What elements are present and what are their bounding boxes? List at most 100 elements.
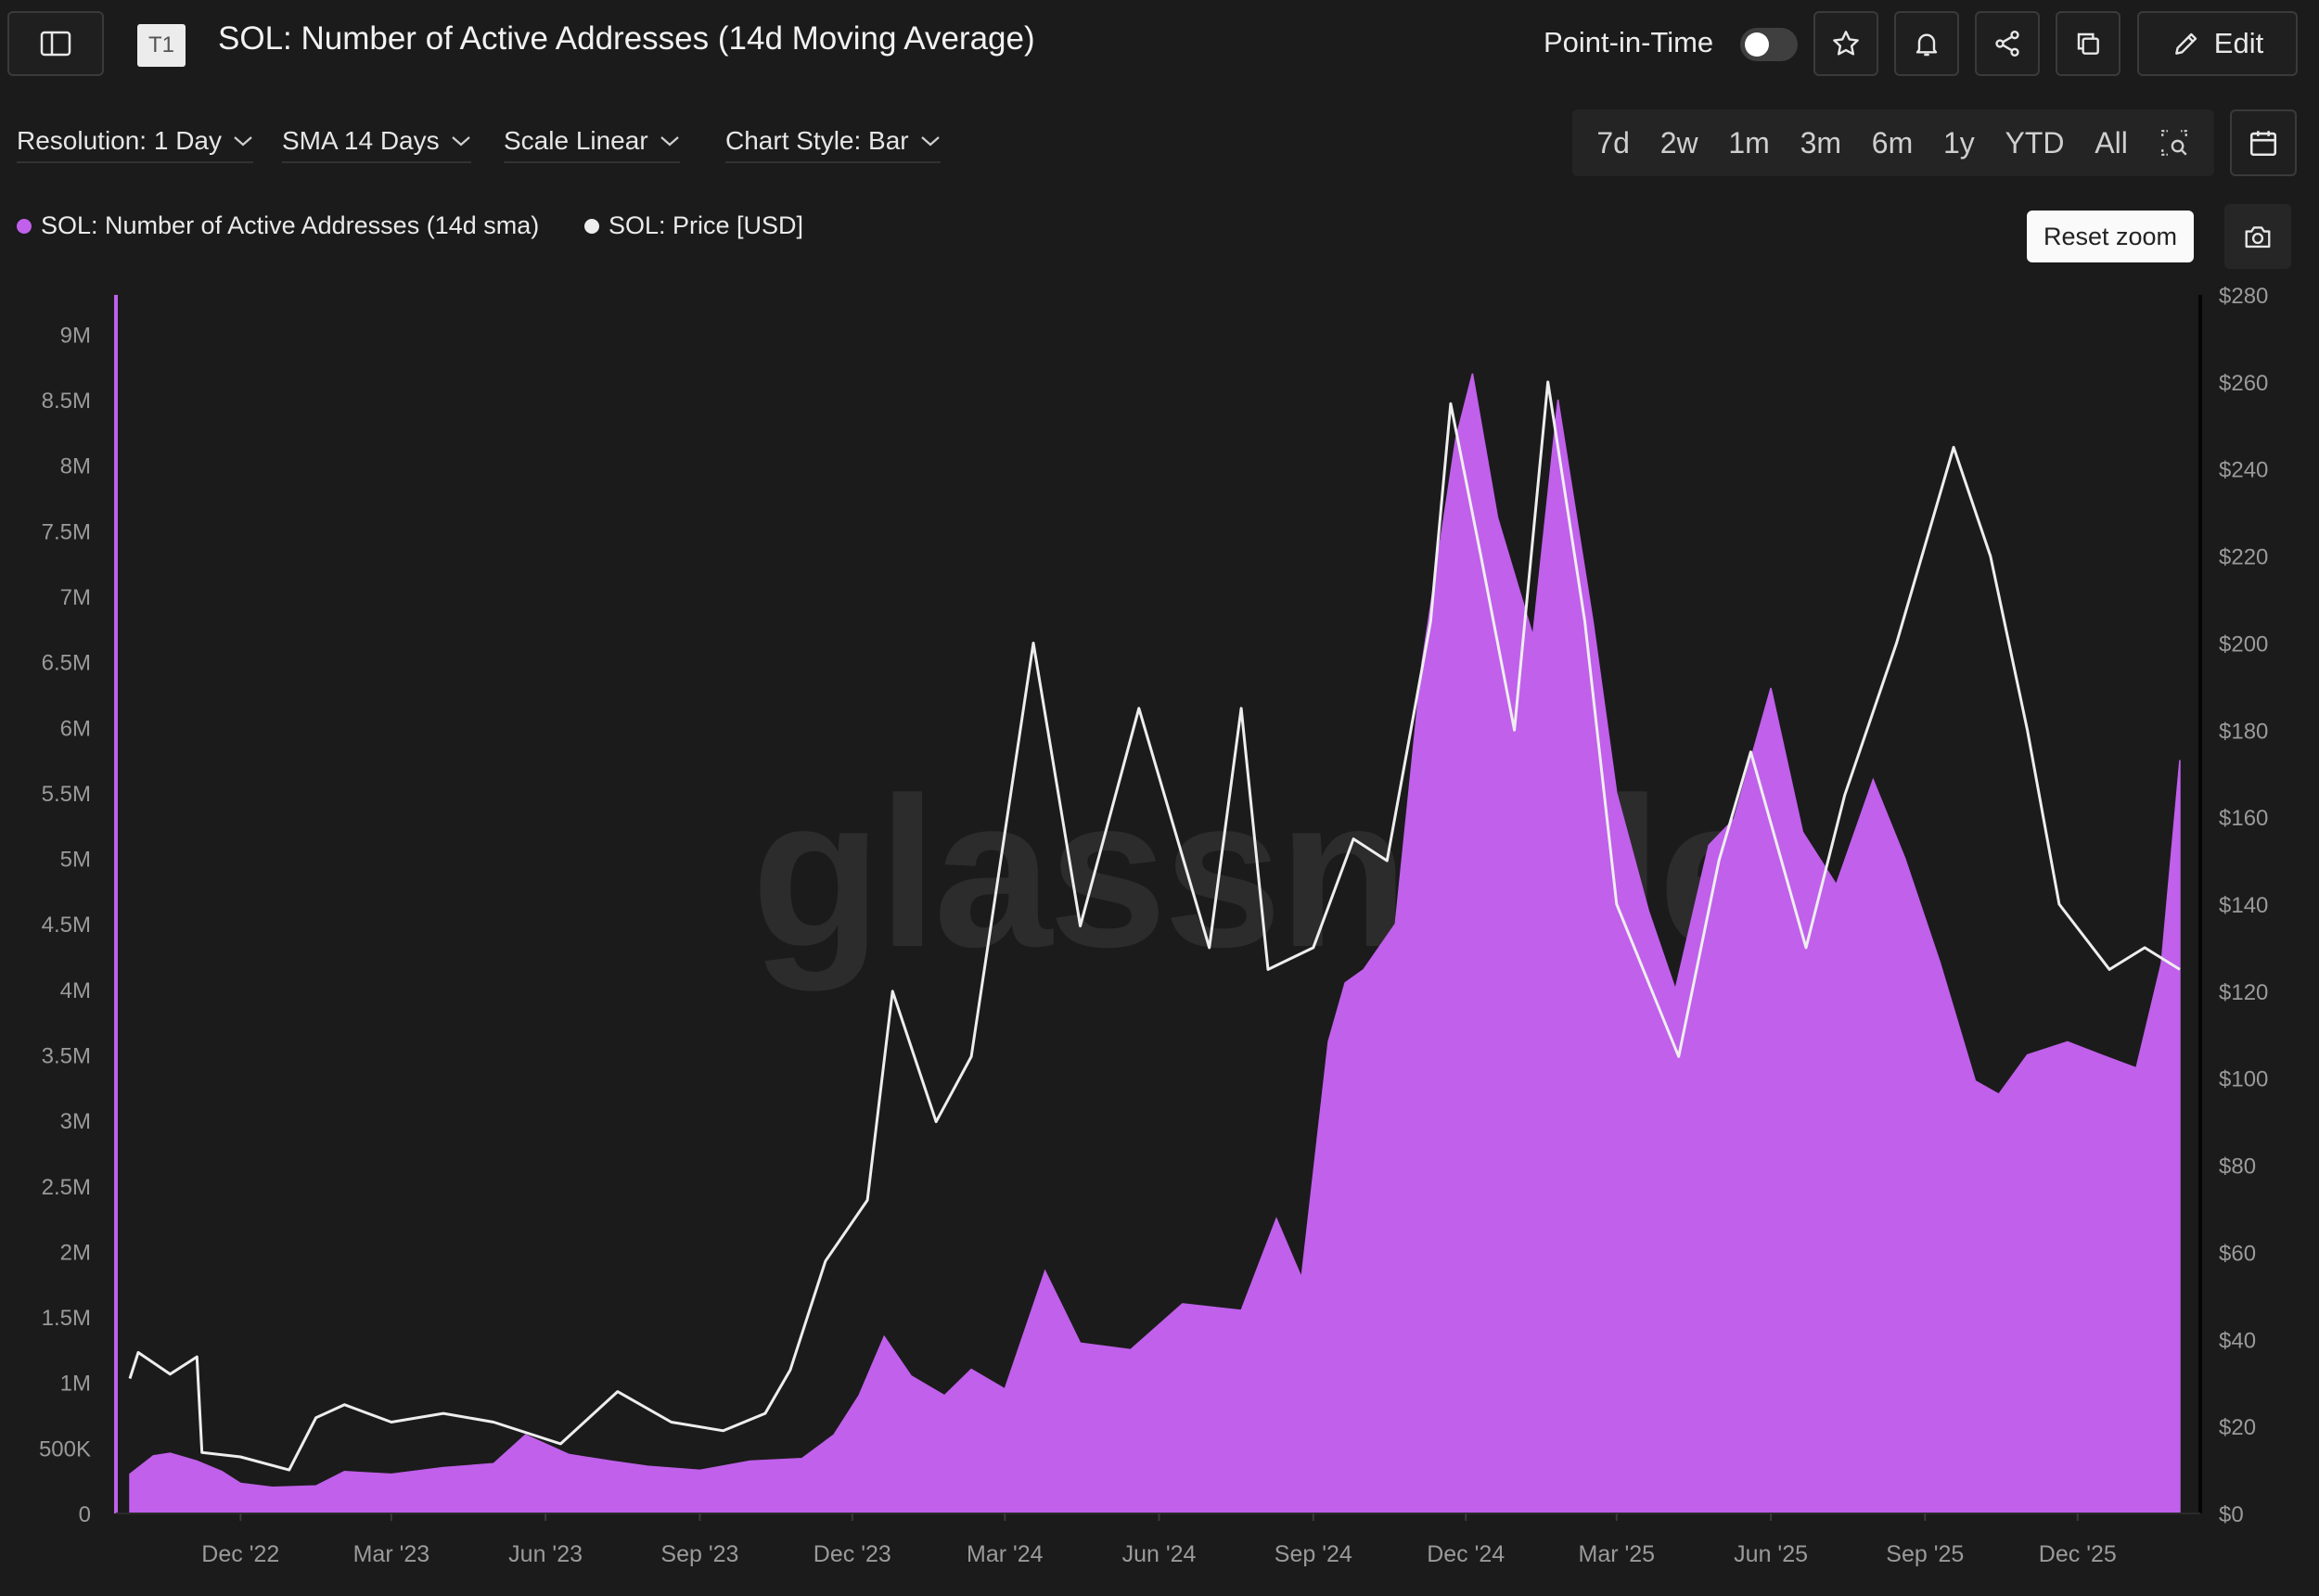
chevron-down-icon (234, 136, 252, 147)
x-tick-label: Jun '25 (1734, 1541, 1808, 1567)
favorite-button[interactable] (1813, 11, 1878, 76)
chart-style-label: Chart Style: Bar (725, 126, 909, 155)
y-left-tick-label: 8M (60, 454, 91, 479)
y-left-tick-label: 3M (60, 1109, 91, 1134)
x-tick-label: Dec '25 (2039, 1541, 2117, 1567)
resolution-dropdown[interactable]: Resolution: 1 Day (17, 126, 254, 163)
sma-dropdown[interactable]: SMA 14 Days (282, 126, 471, 163)
time-range-selector: 7d 2w 1m 3m 6m 1y YTD All (1572, 109, 2214, 176)
range-1y[interactable]: 1y (1942, 125, 1975, 160)
x-tick-label: Mar '23 (353, 1541, 430, 1567)
point-in-time-toggle[interactable] (1740, 28, 1798, 61)
calendar-icon (2249, 131, 2277, 157)
sidebar-icon (40, 31, 71, 57)
y-right-tick-label: $20 (2219, 1415, 2256, 1440)
active-addresses-area (129, 373, 2181, 1514)
y-right-tick-label: $100 (2219, 1067, 2268, 1092)
x-tick-label: Sep '24 (1275, 1541, 1352, 1567)
y-left-tick-label: 4.5M (42, 913, 91, 938)
price-line (128, 380, 2181, 1472)
edit-label: Edit (2213, 27, 2264, 59)
y-left-tick-label: 5.5M (42, 782, 91, 807)
y-right-tick-label: $280 (2219, 284, 2268, 309)
bell-icon (1915, 33, 1938, 57)
y-right-tick-label: $260 (2219, 371, 2268, 396)
range-6m[interactable]: 6m (1871, 125, 1914, 160)
sidebar-toggle-button[interactable] (7, 11, 104, 76)
y-left-tick-label: 6M (60, 716, 91, 741)
x-tick-label: Jun '23 (508, 1541, 583, 1567)
chevron-down-icon (451, 136, 470, 147)
y-right-tick-label: $40 (2219, 1328, 2256, 1353)
chevron-down-icon (660, 136, 679, 147)
y-right-tick-label: $60 (2219, 1241, 2256, 1266)
y-left-tick-label: 7.5M (42, 519, 91, 544)
date-picker-button[interactable] (2230, 109, 2297, 176)
x-tick-label: Jun '24 (1122, 1541, 1197, 1567)
y-right-tick-label: $80 (2219, 1155, 2256, 1180)
legend-label-addresses: SOL: Number of Active Addresses (14d sma… (41, 211, 540, 239)
x-tick-label: Sep '25 (1886, 1541, 1964, 1567)
zoom-select-icon[interactable] (2159, 127, 2190, 159)
x-tick-label: Mar '24 (967, 1541, 1044, 1567)
chart-style-dropdown[interactable]: Chart Style: Bar (725, 126, 941, 163)
share-icon (1995, 31, 2019, 57)
y-left-tick-label: 7M (60, 585, 91, 610)
resolution-label: Resolution: 1 Day (17, 126, 223, 155)
range-3m[interactable]: 3m (1800, 125, 1842, 160)
scale-dropdown[interactable]: Scale Linear (504, 126, 680, 163)
x-tick-label: Dec '23 (814, 1541, 891, 1567)
y-right-tick-label: $220 (2219, 545, 2268, 570)
y-right-tick-label: $160 (2219, 806, 2268, 831)
x-tick-label: Dec '24 (1427, 1541, 1505, 1567)
range-all[interactable]: All (2095, 125, 2128, 160)
toggle-knob (1745, 32, 1769, 57)
range-7d[interactable]: 7d (1596, 125, 1630, 160)
copy-icon (2077, 32, 2099, 55)
y-left-tick-label: 2.5M (42, 1175, 91, 1200)
y-left-tick-label: 8.5M (42, 389, 91, 414)
y-left-tick-label: 0 (79, 1502, 91, 1527)
duplicate-button[interactable] (2056, 11, 2120, 76)
y-left-tick-label: 2M (60, 1240, 91, 1265)
y-left-tick-label: 4M (60, 978, 91, 1003)
legend-item-price[interactable]: SOL: Price [USD] (584, 211, 803, 240)
x-tick-label: Sep '23 (660, 1541, 738, 1567)
legend-label-price: SOL: Price [USD] (609, 211, 804, 239)
y-left-tick-label: 3.5M (42, 1044, 91, 1069)
screenshot-button[interactable] (2224, 204, 2291, 269)
scale-label: Scale Linear (504, 126, 648, 155)
y-left-tick-label: 1M (60, 1372, 91, 1397)
legend-dot-price (584, 218, 599, 234)
tier-badge: T1 (137, 24, 186, 67)
y-right-tick-label: $200 (2219, 632, 2268, 657)
legend-item-addresses[interactable]: SOL: Number of Active Addresses (14d sma… (17, 211, 539, 240)
y-right-tick-label: $0 (2219, 1502, 2244, 1527)
y-right-tick-label: $120 (2219, 980, 2268, 1005)
y-left-tick-label: 5M (60, 848, 91, 873)
sma-label: SMA 14 Days (282, 126, 440, 155)
y-right-tick-label: $180 (2219, 719, 2268, 744)
y-right-tick-label: $240 (2219, 458, 2268, 483)
camera-icon (2245, 226, 2271, 249)
legend-dot-addresses (17, 218, 32, 234)
range-2w[interactable]: 2w (1659, 125, 1698, 160)
y-left-tick-label: 6.5M (42, 651, 91, 676)
y-left-tick-label: 500K (39, 1436, 91, 1462)
y-left-tick-label: 9M (60, 323, 91, 348)
chevron-down-icon (920, 136, 940, 147)
y-right-tick-label: $140 (2219, 893, 2268, 918)
y-left-tick-label: 1.5M (42, 1306, 91, 1331)
edit-button[interactable]: Edit (2137, 11, 2298, 76)
range-ytd[interactable]: YTD (2005, 125, 2065, 160)
point-in-time-label: Point-in-Time (1544, 26, 1714, 58)
x-tick-label: Dec '22 (201, 1541, 279, 1567)
share-button[interactable] (1975, 11, 2040, 76)
x-tick-label: Mar '25 (1579, 1541, 1656, 1567)
star-icon (1833, 31, 1859, 56)
reset-zoom-button[interactable]: Reset zoom (2027, 211, 2194, 262)
alert-button[interactable] (1894, 11, 1959, 76)
range-1m[interactable]: 1m (1728, 125, 1770, 160)
page-title: SOL: Number of Active Addresses (14d Mov… (218, 20, 1035, 57)
